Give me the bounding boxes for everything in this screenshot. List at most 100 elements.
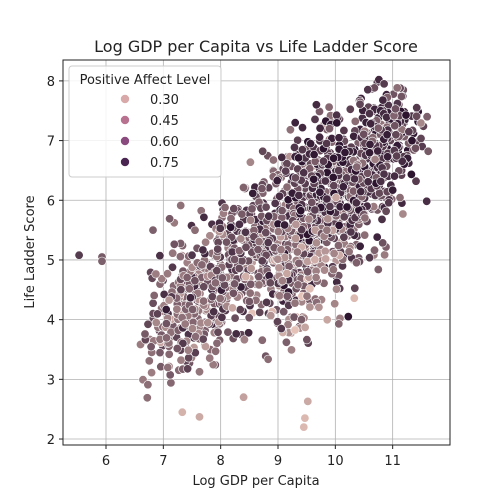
scatter-point [384, 198, 394, 208]
scatter-point [300, 413, 310, 423]
legend-marker-3 [120, 157, 130, 167]
scatter-point [339, 212, 349, 222]
scatter-point [320, 176, 330, 186]
scatter-point [331, 284, 341, 294]
scatter-point [209, 307, 219, 317]
y-axis-ticks: 2 3 4 5 6 7 8 [47, 75, 63, 448]
scatter-point [292, 247, 302, 257]
scatter-point [378, 238, 388, 248]
scatter-point [146, 342, 156, 352]
scatter-point [382, 130, 392, 140]
legend-box [68, 65, 222, 178]
scatter-point [261, 202, 271, 212]
scatter-point [272, 176, 282, 186]
scatter-point [172, 343, 182, 353]
scatter-point [220, 203, 230, 213]
scatter-point [373, 264, 383, 274]
scatter-point [398, 209, 408, 219]
scatter-point [294, 153, 304, 163]
scatter-point [166, 378, 176, 388]
scatter-point [339, 126, 349, 136]
scatter-point [144, 356, 154, 366]
scatter-point [176, 355, 186, 365]
scatter-point [350, 283, 360, 293]
scatter-point [299, 422, 309, 432]
scatter-point [390, 104, 400, 114]
scatter-point [330, 299, 340, 309]
y-tick-label: 3 [47, 373, 55, 388]
x-tick-label: 6 [102, 454, 110, 469]
scatter-point [161, 319, 171, 329]
scatter-point [340, 148, 350, 158]
scatter-point [246, 263, 256, 273]
scatter-point [155, 251, 165, 261]
scatter-point [234, 263, 244, 273]
scatter-points [74, 75, 433, 432]
scatter-point [212, 338, 222, 348]
scatter-point [349, 174, 359, 184]
scatter-point [257, 335, 267, 345]
scatter-point [263, 238, 273, 248]
scatter-point [207, 292, 217, 302]
scatter-point [285, 125, 295, 135]
x-tick-label: 7 [159, 454, 167, 469]
scatter-point [163, 269, 173, 279]
scatter-point [380, 250, 390, 260]
scatter-point [342, 173, 352, 183]
scatter-point [247, 204, 257, 214]
scatter-point [197, 260, 207, 270]
legend-marker-2 [120, 136, 130, 146]
scatter-point [215, 223, 225, 233]
scatter-point [263, 354, 273, 364]
scatter-point [303, 256, 313, 266]
scatter-point [241, 227, 251, 237]
scatter-point [355, 241, 365, 251]
scatter-point [332, 118, 342, 128]
scatter-point [183, 364, 193, 374]
scatter-point [227, 303, 237, 313]
legend: Positive Affect Level 0.30 0.45 0.60 0.7… [68, 65, 222, 178]
scatter-point [230, 255, 240, 265]
scatter-point [235, 305, 245, 315]
scatter-point [334, 133, 344, 143]
scatter-point [296, 315, 306, 325]
scatter-point [176, 201, 186, 211]
scatter-point [345, 104, 355, 114]
scatter-point [351, 258, 361, 268]
scatter-point [411, 176, 421, 186]
scatter-point [74, 250, 84, 260]
scatter-point [276, 324, 286, 334]
scatter-point [365, 253, 375, 263]
scatter-point [416, 118, 426, 128]
scatter-point [241, 242, 251, 252]
scatter-point [191, 332, 201, 342]
scatter-point [157, 274, 167, 284]
scatter-point [217, 273, 227, 283]
scatter-point [237, 209, 247, 219]
x-tick-label: 8 [217, 454, 225, 469]
scatter-point [147, 368, 157, 378]
scatter-point [342, 202, 352, 212]
scatter-point [382, 112, 392, 122]
scatter-point [363, 85, 373, 95]
scatter-point [315, 132, 325, 142]
scatter-point [274, 263, 284, 273]
scatter-point [297, 123, 307, 133]
scatter-point [334, 220, 344, 230]
scatter-point [245, 157, 255, 167]
scatter-point [277, 206, 287, 216]
scatter-point [290, 118, 300, 128]
scatter-point [356, 187, 366, 197]
scatter-point [328, 172, 338, 182]
scatter-point [373, 146, 383, 156]
scatter-point [275, 191, 285, 201]
scatter-point [339, 232, 349, 242]
scatter-point [254, 280, 264, 290]
scatter-point [277, 152, 287, 162]
scatter-point [201, 341, 211, 351]
scatter-point [148, 298, 158, 308]
scatter-point [314, 302, 324, 312]
scatter-point [363, 168, 373, 178]
scatter-point [266, 311, 276, 321]
scatter-point [423, 146, 433, 156]
